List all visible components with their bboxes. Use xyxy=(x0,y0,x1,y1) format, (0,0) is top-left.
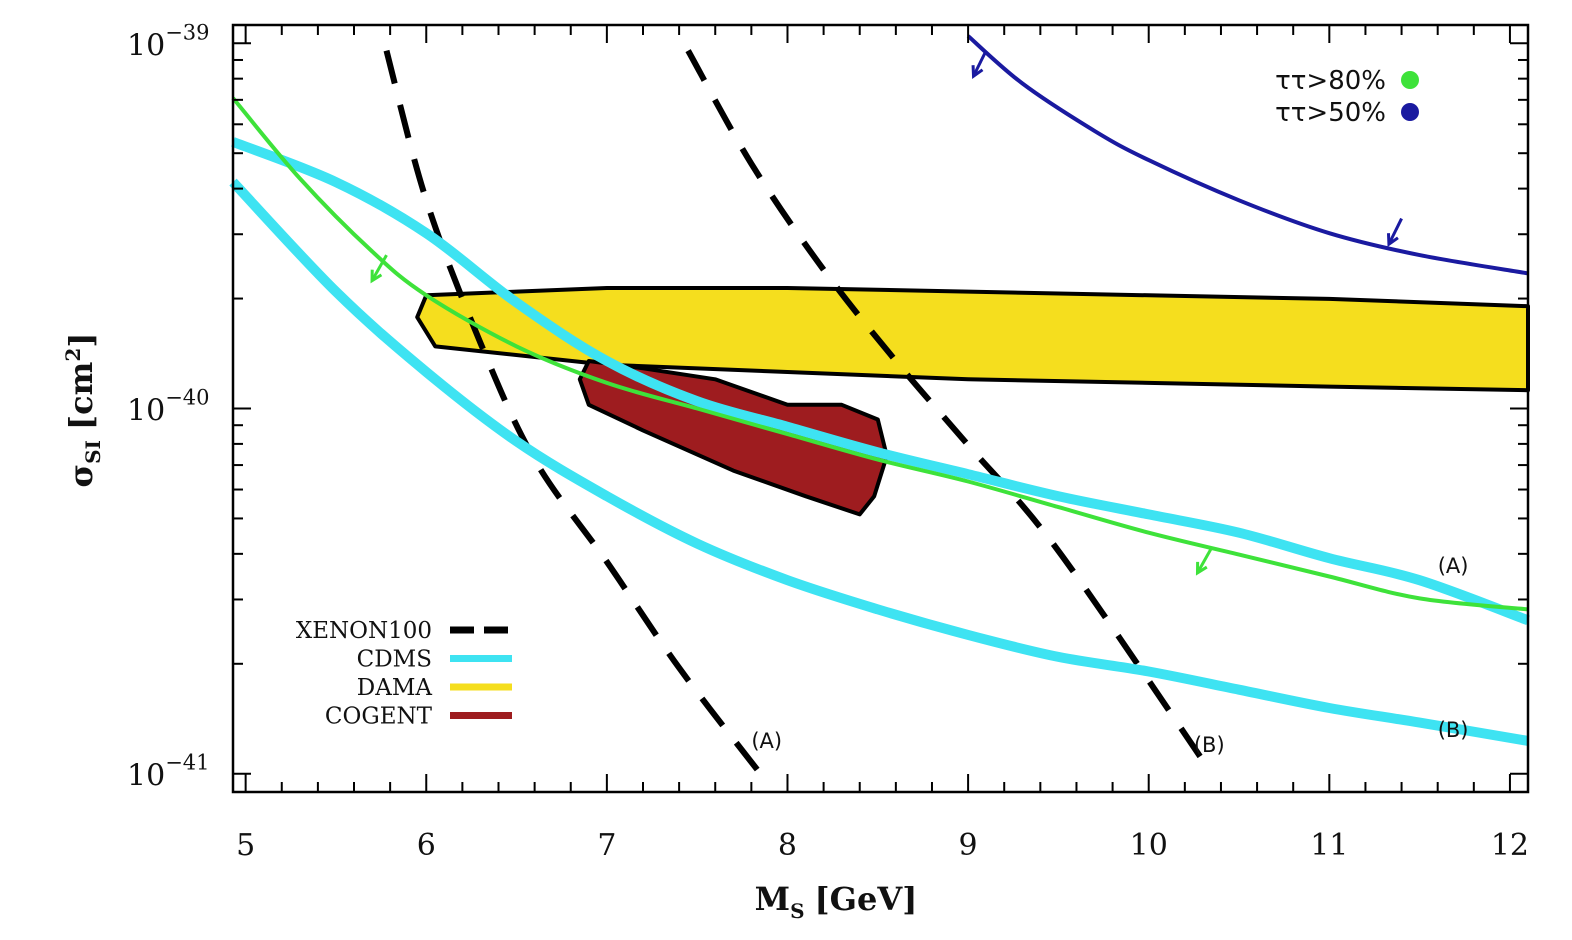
y-axis-title-main: σ xyxy=(62,464,100,488)
y-tick-label-1: 10−40 xyxy=(127,386,210,429)
legend-dot xyxy=(1401,103,1419,121)
y-tick-label-0: 10−39 xyxy=(127,20,210,63)
annotation-3: (B) xyxy=(1438,718,1469,742)
arrow-50-3 xyxy=(1386,217,1403,247)
y-axis-title-unit-sup: 2 xyxy=(61,348,85,362)
legend-entry-cdms: CDMS xyxy=(357,647,512,673)
x-tick-label-7: 7 xyxy=(597,828,616,863)
y-axis-title-unit-open: [cm xyxy=(62,361,100,430)
arrow-80-0 xyxy=(370,254,388,284)
x-axis-title-main: M xyxy=(755,880,790,918)
arrow-80-1 xyxy=(1195,546,1214,576)
x-tick-label-10: 10 xyxy=(1130,828,1168,863)
legend-dot xyxy=(1401,71,1419,89)
annotations-layer: (A) (B) (A) (B) xyxy=(751,554,1468,757)
annotation-1: (B) xyxy=(1194,733,1225,757)
legend-top-right: ττ>80%ττ>50% xyxy=(1275,66,1419,128)
x-tick-label-11: 11 xyxy=(1310,828,1348,863)
y-tick-label-2: 10−41 xyxy=(127,751,210,794)
x-tick-label-6: 6 xyxy=(417,828,436,863)
legend-entry-dama: DAMA xyxy=(357,675,512,701)
tick-labels-layer: 5 6 7 8 9 10 11 12 10−39 10−40 10−41 xyxy=(127,20,1529,863)
y-axis-title: σSI [cm2] xyxy=(61,333,105,488)
annotation-0: (A) xyxy=(751,729,782,753)
x-axis-title-unit: [GeV] xyxy=(815,880,918,918)
legend-label: CDMS xyxy=(357,647,432,673)
y-axis-title-sub: SI xyxy=(81,440,105,464)
series-50 xyxy=(966,34,1529,276)
series-cdms-a xyxy=(231,137,1530,625)
legend-label: COGENT xyxy=(325,704,433,730)
series-80 xyxy=(231,96,1529,612)
legend-entry-cogent: COGENT xyxy=(325,704,512,730)
series-xenon100-a xyxy=(383,49,763,776)
y-axis-title-unit-close: ] xyxy=(62,333,100,348)
legend-label: XENON100 xyxy=(296,618,432,644)
x-axis-title-sub: S xyxy=(790,899,804,923)
plot-frame xyxy=(231,23,1530,794)
x-tick-label-9: 9 xyxy=(959,828,978,863)
legend-entry-80: ττ>80% xyxy=(1275,66,1419,96)
legend-label: ττ>80% xyxy=(1275,66,1386,96)
series-xenon100-b xyxy=(685,49,1215,776)
series-layer xyxy=(229,34,1530,776)
legend-entry-50: ττ>50% xyxy=(1275,98,1419,128)
x-tick-label-12: 12 xyxy=(1491,828,1529,863)
x-axis-title: MS [GeV] xyxy=(755,880,918,923)
x-tick-label-8: 8 xyxy=(778,828,797,863)
legend-label: ττ>50% xyxy=(1275,98,1386,128)
arrows-layer xyxy=(370,49,1403,576)
legend-entry-xenon100: XENON100 xyxy=(296,618,512,644)
arrow-50-2 xyxy=(971,49,988,79)
ticks-layer xyxy=(233,25,1528,792)
x-tick-label-5: 5 xyxy=(236,828,255,863)
series-cdms-b xyxy=(229,178,1529,746)
annotation-2: (A) xyxy=(1438,554,1469,578)
legend-label: DAMA xyxy=(357,675,433,701)
